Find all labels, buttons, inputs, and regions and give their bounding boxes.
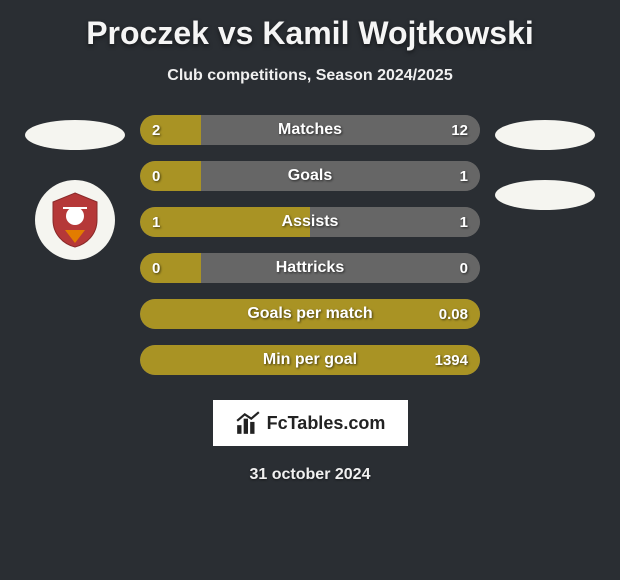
stat-row: Hattricks0 0: [140, 253, 480, 283]
comparison-infographic: Proczek vs Kamil Wojtkowski Club competi…: [0, 0, 620, 494]
player-placeholder-right-2: [495, 180, 595, 210]
right-player-col: [490, 115, 600, 210]
stat-value-left: 0: [152, 161, 160, 191]
stats-column: Matches212Goals01Assists11Hattricks00Goa…: [140, 115, 480, 375]
stat-label: Assists: [140, 207, 480, 237]
stat-value-right: 0: [460, 253, 468, 283]
stat-row: Goals per match0.08: [140, 299, 480, 329]
stat-label: Goals per match: [140, 299, 480, 329]
stat-label: Goals: [140, 161, 480, 191]
player-placeholder-left: [25, 120, 125, 150]
left-player-col: [20, 115, 130, 260]
stat-value-left: 1: [152, 207, 160, 237]
club-badge-left: [35, 180, 115, 260]
bar-chart-icon: [235, 410, 261, 436]
subtitle: Club competitions, Season 2024/2025: [20, 67, 600, 85]
stat-value-right: 1: [460, 161, 468, 191]
source-logo-text: FcTables.com: [267, 413, 386, 434]
stat-row: Matches2 12: [140, 115, 480, 145]
stat-value-right: 1394: [435, 345, 468, 375]
stat-value-right: 0.08: [439, 299, 468, 329]
stat-row: Min per goal1394: [140, 345, 480, 375]
stat-row: Assists1 1: [140, 207, 480, 237]
date: 31 october 2024: [20, 466, 600, 484]
stat-label: Matches: [140, 115, 480, 145]
stat-value-right: 12: [451, 115, 468, 145]
stat-value-left: 0: [152, 253, 160, 283]
page-title: Proczek vs Kamil Wojtkowski: [20, 15, 600, 52]
source-logo: FcTables.com: [213, 400, 408, 446]
shield-icon: [45, 190, 105, 250]
player-placeholder-right-1: [495, 120, 595, 150]
stat-value-right: 1: [460, 207, 468, 237]
comparison-layout: Matches212Goals01Assists11Hattricks00Goa…: [20, 115, 600, 375]
stat-label: Hattricks: [140, 253, 480, 283]
stat-value-left: 2: [152, 115, 160, 145]
stat-label: Min per goal: [140, 345, 480, 375]
stat-row: Goals0 1: [140, 161, 480, 191]
